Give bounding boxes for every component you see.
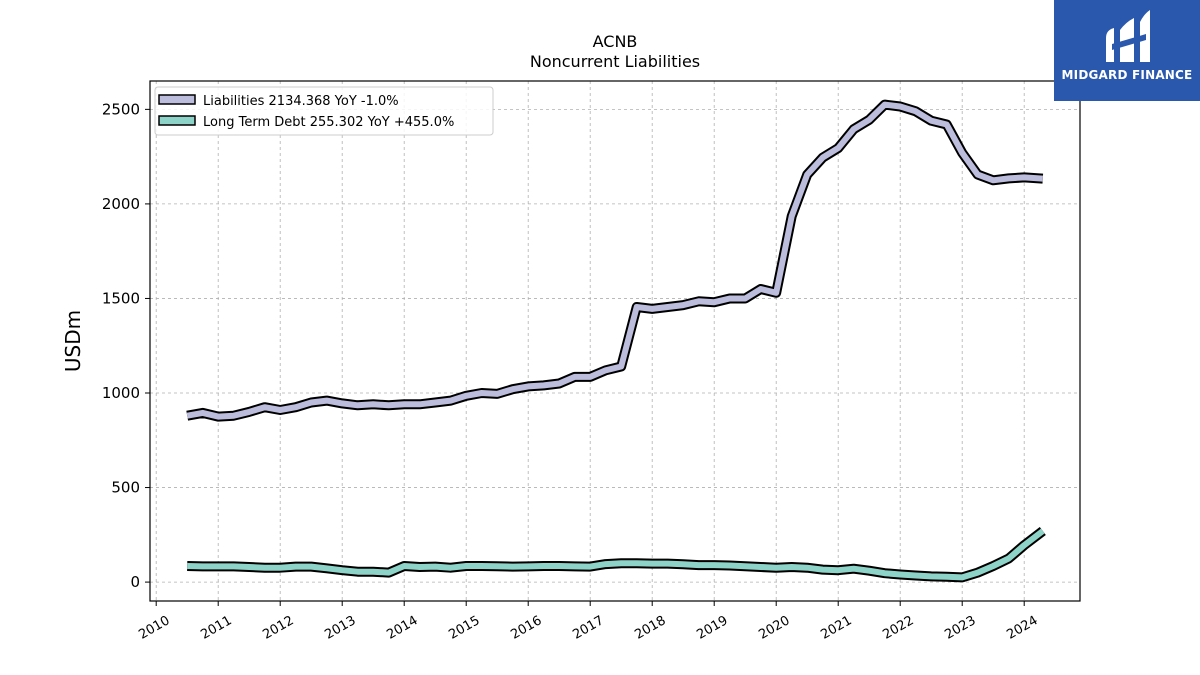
legend-label-long-term-debt: Long Term Debt 255.302 YoY +455.0% [203, 115, 454, 130]
x-tick-label: 2021 [818, 613, 854, 643]
x-tick-label: 2010 [136, 613, 172, 643]
x-tick-label: 2017 [570, 613, 606, 643]
y-tick-label: 500 [111, 479, 140, 497]
chart-subtitle: Noncurrent Liabilities [530, 52, 700, 71]
brand-name: MIDGARD FINANCE [1061, 68, 1193, 82]
y-tick-label: 2000 [102, 195, 140, 213]
x-tick-label: 2013 [322, 613, 358, 643]
x-tick-label: 2011 [198, 613, 234, 643]
series-line-long-term-debt [187, 528, 1045, 581]
x-tick-label: 2016 [508, 613, 544, 643]
y-axis-label: USDm [61, 310, 85, 372]
x-tick-label: 2020 [756, 613, 792, 643]
y-tick-label: 1500 [102, 289, 140, 307]
x-tick-label: 2018 [632, 613, 668, 643]
plot-frame [149, 80, 1081, 602]
y-tick-label: 0 [130, 573, 140, 591]
x-tick-label: 2024 [1004, 613, 1040, 643]
series-line-liabilities [186, 101, 1043, 420]
legend-label-liabilities: Liabilities 2134.368 YoY -1.0% [203, 94, 399, 109]
y-tick-label: 1000 [102, 384, 140, 402]
x-tick-label: 2012 [260, 613, 296, 643]
x-tick-label: 2023 [942, 613, 978, 643]
legend-swatch-liabilities [158, 94, 196, 105]
legend-box [154, 86, 494, 136]
x-axis: 2010 2011 2012 2013 2014 2015 2016 2017 2018 2019… [136, 601, 1041, 643]
legend: Liabilities 2134.368 YoY -1.0% Long Term… [154, 86, 494, 136]
y-tick-label: 2500 [102, 100, 140, 118]
legend-swatch-long-term-debt [158, 115, 196, 126]
brand-logo: MIDGARD FINANCE [1054, 0, 1200, 101]
brand-logo-mark [1106, 10, 1150, 62]
series-outline-long-term-debt [187, 527, 1046, 583]
grid-lines [150, 81, 1080, 601]
x-tick-label: 2015 [446, 613, 482, 643]
x-tick-label: 2022 [880, 613, 916, 643]
chart-title: ACNB [593, 32, 638, 51]
series-layer [186, 99, 1046, 583]
x-tick-label: 2019 [694, 613, 730, 643]
x-tick-label: 2014 [384, 613, 420, 643]
y-axis: 0 500 1000 1500 2000 2500 [102, 100, 150, 591]
